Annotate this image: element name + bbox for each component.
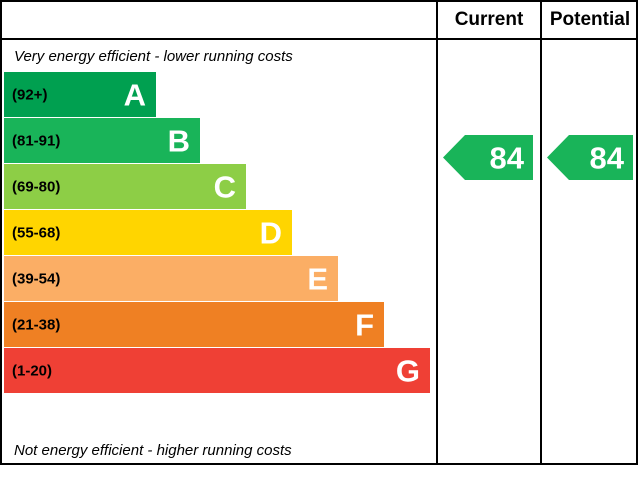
band-row-d: (55-68) D <box>4 210 292 255</box>
caption-not-efficient: Not energy efficient - higher running co… <box>14 442 292 459</box>
arrow-left-icon <box>547 135 633 180</box>
band-row-e: (39-54) E <box>4 256 338 301</box>
band-range-g: (1-20) <box>12 362 53 379</box>
band-row-f: (21-38) F <box>4 302 384 347</box>
band-letter-d: D <box>259 215 282 250</box>
header-potential: Potential <box>540 2 638 38</box>
potential-rating-arrow: 84 <box>547 135 633 180</box>
band-range-a: (92+) <box>12 86 48 103</box>
band-letter-e: E <box>307 261 328 296</box>
bottom-divider <box>2 463 436 465</box>
band-range-c: (69-80) <box>12 178 61 195</box>
potential-rating-value: 84 <box>589 140 624 175</box>
band-letter-a: A <box>123 77 146 112</box>
band-row-a: (92+) A <box>4 72 156 117</box>
caption-very-efficient: Very energy efficient - lower running co… <box>14 48 293 65</box>
band-range-f: (21-38) <box>12 316 61 333</box>
band-letter-b: B <box>167 123 190 158</box>
column-divider-left <box>436 40 438 465</box>
header-current: Current <box>436 2 540 38</box>
current-rating-value: 84 <box>489 140 524 175</box>
band-letter-c: C <box>213 169 236 204</box>
band-range-e: (39-54) <box>12 270 61 287</box>
chart-header: Current Potential <box>2 2 636 40</box>
current-rating-arrow: 84 <box>443 135 533 180</box>
band-range-d: (55-68) <box>12 224 61 241</box>
band-row-g: (1-20) G <box>4 348 430 393</box>
arrow-left-icon <box>443 135 533 180</box>
band-row-b: (81-91) B <box>4 118 200 163</box>
epc-rating-chart: Current Potential Very energy efficient … <box>0 0 638 465</box>
band-range-b: (81-91) <box>12 132 61 149</box>
band-letter-f: F <box>355 307 374 342</box>
column-divider-right <box>540 40 542 465</box>
band-row-c: (69-80) C <box>4 164 246 209</box>
band-letter-g: G <box>395 353 420 388</box>
